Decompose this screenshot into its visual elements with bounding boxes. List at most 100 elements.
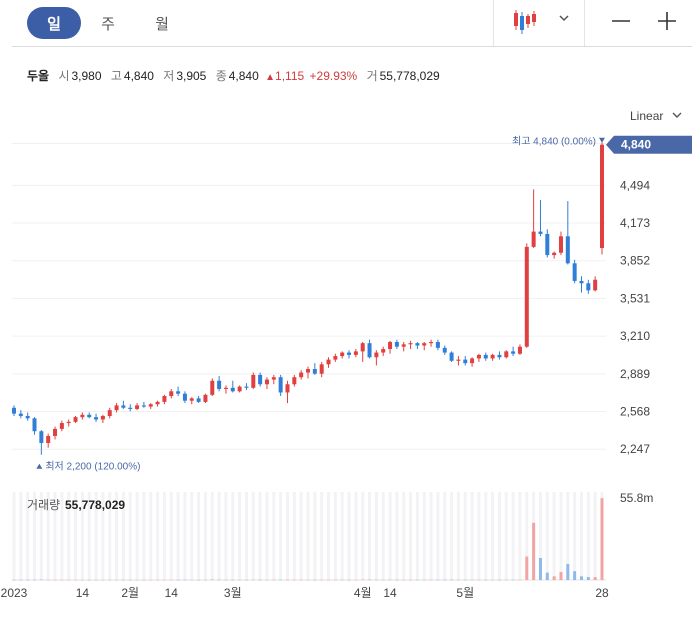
candle-body	[155, 401, 160, 405]
volume-bar	[149, 579, 153, 581]
volume-bar	[231, 579, 235, 581]
volume-bar	[115, 579, 119, 581]
volume-bar	[484, 579, 488, 581]
toolbar-separator	[12, 46, 692, 47]
volume-bar	[361, 579, 365, 581]
x-tick-label: 28	[595, 586, 609, 600]
candle-body	[203, 394, 208, 402]
candle-body	[319, 364, 324, 374]
candle-body	[565, 236, 570, 264]
volume-bar	[60, 579, 64, 581]
y-tick-label: 2,889	[620, 367, 650, 381]
tab-week[interactable]: 주	[101, 15, 115, 33]
chevron-down-icon	[672, 112, 682, 118]
volume-bar	[108, 579, 112, 581]
volume-bar	[94, 579, 98, 581]
volume-bar	[121, 579, 125, 581]
candle-body	[401, 344, 406, 347]
candle-body	[490, 354, 495, 359]
up-triangle-icon: ▲	[265, 72, 276, 83]
volume-bar	[313, 579, 317, 581]
candle-body	[189, 398, 194, 401]
volume-bar	[46, 579, 50, 581]
candle-body	[87, 414, 92, 418]
candle-body	[552, 252, 557, 256]
y-tick-label: 3,210	[620, 329, 650, 343]
candle-body	[347, 352, 352, 355]
low-value: 3,905	[176, 69, 207, 83]
x-tick-label: 14	[383, 586, 397, 600]
candle-body	[422, 343, 427, 346]
high-value: 4,840	[123, 69, 154, 83]
candle-body	[435, 341, 440, 348]
volume-bar	[87, 579, 91, 581]
x-axis: 2023 14 2월 14 3월 4월 14 5월 28	[1, 586, 609, 600]
volume-bar	[347, 579, 351, 581]
volume-bar	[39, 579, 43, 581]
tab-day[interactable]: 일	[27, 7, 81, 39]
x-tick-label: 2월	[121, 586, 139, 600]
candle-body	[340, 352, 345, 357]
volume-bar	[559, 571, 563, 580]
candle-body	[148, 404, 153, 407]
max-annotation: 최고 4,840 (0.00%)	[512, 136, 596, 148]
volume-bar	[443, 579, 447, 581]
volume-bar	[251, 579, 255, 581]
period-tabs: 일 주 월	[27, 7, 189, 39]
last-price-label: 4,840	[621, 138, 651, 152]
candle-body	[223, 387, 228, 389]
last-price-tag	[606, 135, 692, 154]
volume-bar	[327, 579, 331, 581]
volume-bar	[538, 558, 542, 580]
change-percent: +29.93%	[309, 69, 358, 83]
annotations: 거래량 55,778,029 4,840 최고 4,840 (0.00%) 최저 2,2…	[27, 135, 692, 512]
close-value: 4,840	[228, 69, 259, 83]
candle-body	[299, 372, 304, 378]
grid	[12, 143, 606, 450]
candle-body	[114, 405, 119, 411]
volume-bar	[169, 579, 173, 581]
zoom-out-button[interactable]	[605, 5, 637, 37]
change-value: 1,115	[275, 69, 305, 83]
candle-body	[217, 380, 222, 389]
candle-body	[456, 359, 461, 361]
volume-bar	[374, 579, 378, 581]
candle-body	[176, 391, 181, 394]
x-tick-label: 3월	[224, 586, 242, 600]
volume-bar	[272, 579, 276, 581]
volume-bar	[183, 579, 187, 581]
open-value: 3,980	[71, 69, 102, 83]
volume-bar	[415, 579, 419, 581]
minus-icon	[612, 20, 630, 22]
volume-bar	[320, 579, 324, 581]
zoom-in-button[interactable]	[651, 5, 683, 37]
chart-type-selector[interactable]	[508, 6, 578, 38]
candle-body	[258, 374, 263, 385]
candle-body	[135, 405, 140, 409]
tab-month[interactable]: 월	[155, 15, 169, 33]
volume-bar	[381, 579, 385, 581]
min-annotation: 최저 2,200 (120.00%)	[45, 461, 140, 473]
stock-name: 두올	[27, 69, 50, 83]
volume-bar	[504, 579, 508, 581]
volume-bar	[142, 579, 146, 581]
volume-bar	[190, 579, 194, 581]
scale-selector[interactable]: Linear	[630, 109, 683, 123]
candle-body	[271, 377, 276, 380]
volume-bar	[497, 579, 501, 581]
volume-bar	[210, 579, 214, 580]
x-tick-label: 14	[165, 586, 179, 600]
candle-body	[394, 341, 399, 347]
volume-bar	[203, 579, 207, 581]
volume-bar	[292, 579, 296, 581]
candle-body	[558, 236, 563, 253]
volume-bar	[388, 579, 392, 581]
candlestick-icon	[514, 10, 569, 34]
candle-body	[264, 379, 269, 385]
scale-mode: Linear	[630, 109, 664, 123]
volume-bar	[12, 579, 16, 581]
volume-bar	[422, 579, 426, 581]
candle-body	[524, 246, 529, 347]
candle-body	[353, 351, 358, 355]
